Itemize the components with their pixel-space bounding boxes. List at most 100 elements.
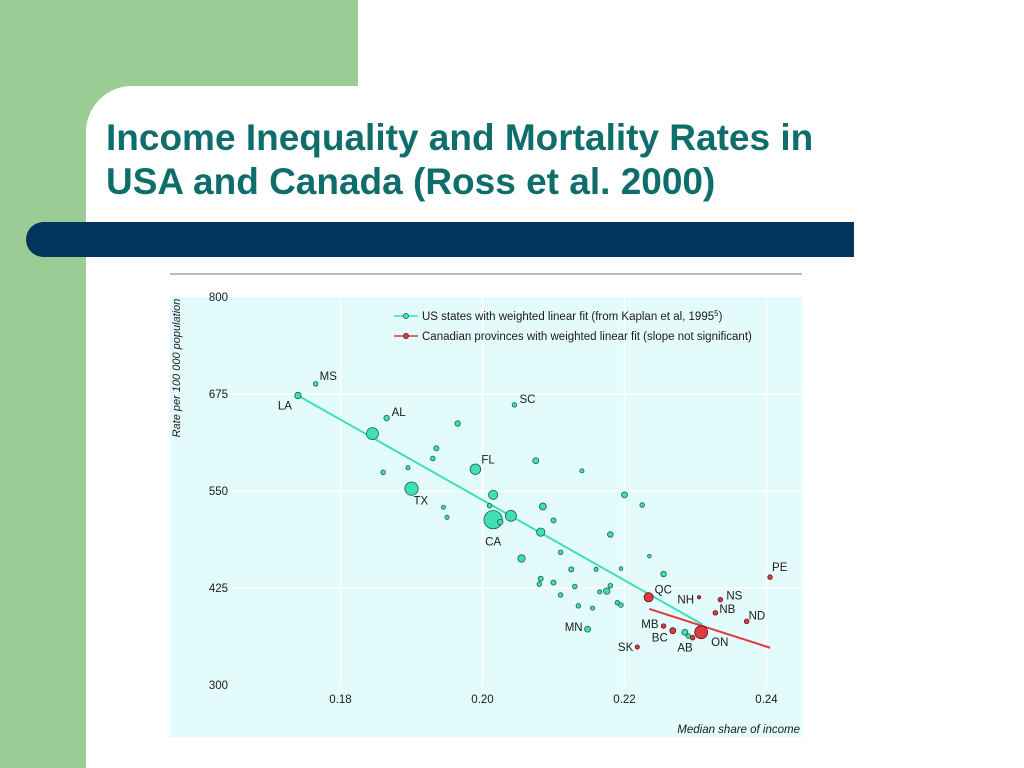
point-us-24 xyxy=(550,517,557,524)
axis-tick-labels: 300 425 550 675 800 0.18 0.20 0.22 0.24 xyxy=(209,292,778,706)
point-canada-nb xyxy=(712,610,719,616)
point-label-pe: PE xyxy=(772,562,788,574)
point-label-tx: TX xyxy=(414,496,429,508)
point-label-sk: SK xyxy=(618,642,634,654)
point-us-32 xyxy=(618,566,624,571)
point-us-41 xyxy=(557,592,564,598)
point-us-al xyxy=(383,414,390,422)
point-canada-nh xyxy=(697,595,702,600)
legend-label-us-suffix: ) xyxy=(719,311,723,323)
point-us-10 xyxy=(380,469,386,476)
point-us-47 xyxy=(681,628,689,636)
grid-lines xyxy=(234,297,802,685)
point-us-27 xyxy=(517,554,526,563)
data-points xyxy=(294,381,773,650)
legend-label-canada: Canadian provinces with weighted linear … xyxy=(422,331,752,343)
point-label-mb: MB xyxy=(641,619,659,631)
fit-line-canada xyxy=(649,607,771,649)
legend-marker-canada xyxy=(403,333,409,339)
point-canada-nd xyxy=(743,618,750,625)
point-us-4 xyxy=(366,427,379,440)
fit-lines xyxy=(297,394,771,649)
point-us-43 xyxy=(618,602,624,608)
y-tick-label-800: 800 xyxy=(209,292,228,304)
point-us-11 xyxy=(405,465,411,471)
point-us-23 xyxy=(497,518,504,526)
point-label-fl: FL xyxy=(481,454,495,466)
point-us-7 xyxy=(430,455,436,462)
point-us-22 xyxy=(504,509,517,522)
point-us-18 xyxy=(486,503,493,509)
scatter-chart: 300 425 550 675 800 0.18 0.20 0.22 0.24 MS LA SC AL… xyxy=(170,273,802,737)
point-us-38 xyxy=(603,587,611,595)
x-tick-label-0.20: 0.20 xyxy=(471,694,493,706)
point-label-mn: MN xyxy=(565,622,583,634)
point-us-29 xyxy=(647,553,652,559)
point-us-40 xyxy=(597,589,603,595)
point-us-28 xyxy=(557,549,564,556)
point-us-fl xyxy=(469,463,482,475)
point-label-nh: NH xyxy=(677,594,694,606)
y-tick-label-300: 300 xyxy=(209,680,228,692)
point-us-mn xyxy=(584,625,591,633)
point-label-ns: NS xyxy=(726,591,742,603)
point-us-34 xyxy=(537,575,544,582)
point-label-ms: MS xyxy=(320,371,338,383)
legend: US states with weighted linear fit (from… xyxy=(394,309,752,343)
slide-title-line-2: USA and Canada (Ross et al. 2000) xyxy=(106,161,716,202)
point-us-37 xyxy=(572,583,578,590)
point-label-al: AL xyxy=(392,407,407,419)
point-label-ca: CA xyxy=(485,537,501,549)
point-us-ms xyxy=(312,381,319,387)
point-us-17 xyxy=(440,504,446,510)
point-label-sc: SC xyxy=(519,394,535,406)
point-us-14 xyxy=(488,489,499,500)
slide-title: Income Inequality and Mortality Rates in… xyxy=(106,116,906,204)
point-us-la xyxy=(294,391,302,400)
point-us-sc xyxy=(511,402,518,408)
x-tick-label-0.22: 0.22 xyxy=(613,694,635,706)
legend-label-us-text: US states with weighted linear fit (from… xyxy=(422,311,714,323)
point-labels: MS LA SC AL FL TX CA MN PE QC NS NH NB ND MB BC ON AB SK xyxy=(278,371,788,655)
point-us-26 xyxy=(607,531,614,538)
legend-label-us: US states with weighted linear fit (from… xyxy=(422,309,723,323)
point-us-33 xyxy=(660,570,667,578)
point-label-nd: ND xyxy=(749,610,766,622)
legend-marker-us xyxy=(403,313,409,319)
point-us-44 xyxy=(590,605,596,611)
point-canada-pe xyxy=(767,574,773,580)
point-canada-ab xyxy=(689,634,696,641)
x-tick-label-0.18: 0.18 xyxy=(329,694,351,706)
point-us-30 xyxy=(568,566,575,573)
x-axis-label: Median share of income xyxy=(677,724,800,736)
title-underline-bar xyxy=(26,222,854,257)
point-us-8 xyxy=(532,457,540,465)
point-label-ab: AB xyxy=(677,643,693,655)
point-label-on: ON xyxy=(711,637,728,649)
point-canada-bc xyxy=(669,627,677,635)
y-tick-label-675: 675 xyxy=(209,389,228,401)
point-label-nb: NB xyxy=(719,604,735,616)
point-us-36 xyxy=(550,579,557,586)
slide-title-line-1: Income Inequality and Mortality Rates in xyxy=(106,117,814,158)
point-us-25 xyxy=(536,527,546,537)
point-canada-mb xyxy=(660,623,667,629)
point-label-qc: QC xyxy=(655,584,672,596)
point-us-35 xyxy=(536,581,542,587)
legend-label-us-sup: 5 xyxy=(714,309,719,318)
point-us-16 xyxy=(639,502,645,508)
point-us-tx xyxy=(404,481,419,496)
y-axis-label: Rate per 100 000 population xyxy=(171,299,183,438)
point-us-31 xyxy=(593,566,599,572)
point-us-5 xyxy=(454,420,461,427)
point-label-bc: BC xyxy=(652,633,668,645)
point-canada-on xyxy=(694,625,709,640)
y-tick-label-425: 425 xyxy=(209,583,228,595)
point-us-15 xyxy=(621,491,628,499)
point-canada-ns xyxy=(717,596,724,603)
legend-label-canada-text: Canadian provinces with weighted linear … xyxy=(422,331,752,343)
point-us-19 xyxy=(538,502,547,511)
point-canada-qc xyxy=(643,592,654,603)
fit-line-us xyxy=(297,394,704,626)
point-label-la: LA xyxy=(278,401,292,413)
